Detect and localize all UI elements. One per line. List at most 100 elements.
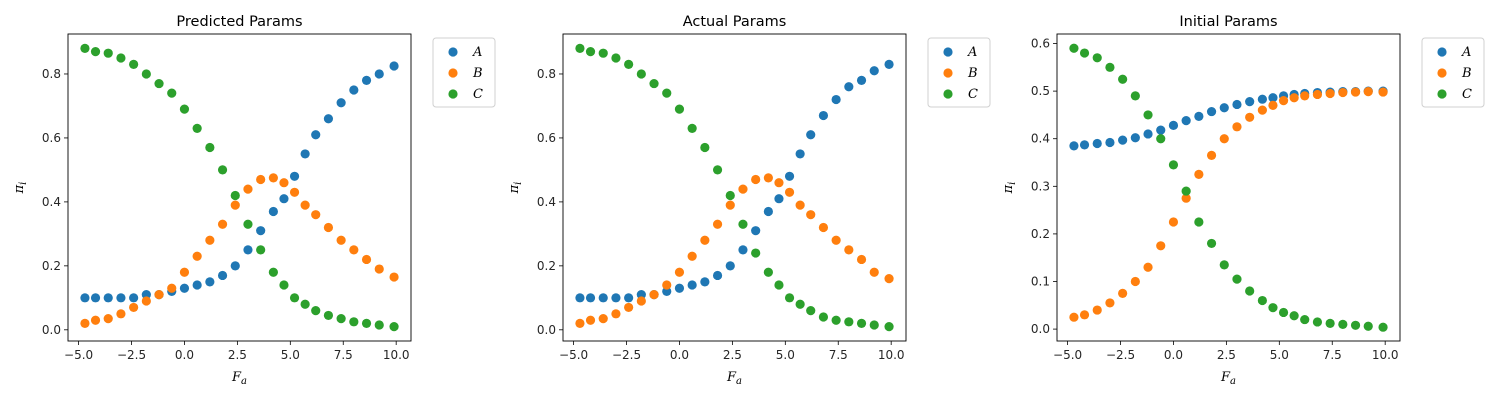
point-A <box>831 94 841 105</box>
point-C <box>167 88 177 98</box>
point-B <box>624 302 634 313</box>
y-tick-label: 0.6 <box>537 131 556 145</box>
chart-title: Predicted Params <box>176 14 302 30</box>
y-axis-label: πi <box>12 182 29 195</box>
legend-label: C <box>968 87 978 102</box>
x-tick-label: 10.0 <box>1372 348 1399 362</box>
x-tick-label: 7.5 <box>1323 348 1342 362</box>
x-tick-label: 7.5 <box>829 348 848 362</box>
point-B <box>795 200 805 210</box>
point-C <box>289 293 300 303</box>
legend-marker <box>943 68 953 78</box>
legend-marker <box>943 89 953 99</box>
x-axis-label: Fa <box>726 370 742 387</box>
point-B <box>1312 89 1323 100</box>
plot-frame <box>1056 33 1401 342</box>
point-B <box>575 318 585 329</box>
point-A <box>712 270 723 281</box>
point-A <box>674 283 685 293</box>
point-C <box>1245 286 1255 296</box>
point-C <box>243 219 253 229</box>
point-B <box>585 315 596 325</box>
point-B <box>1278 96 1289 106</box>
point-C <box>869 320 879 330</box>
point-B <box>856 254 867 265</box>
point-C <box>585 46 596 57</box>
point-B <box>349 245 359 255</box>
x-tick-label: −2.5 <box>612 348 641 362</box>
point-A <box>311 130 321 140</box>
x-tick-label: −5.0 <box>1053 348 1082 362</box>
y-tick-label: 0.0 <box>537 323 556 337</box>
point-B <box>700 235 710 245</box>
point-C <box>300 299 310 309</box>
point-C <box>856 318 867 329</box>
point-A <box>1069 141 1079 151</box>
y-tick-label: 0.0 <box>42 323 61 337</box>
point-C <box>1232 274 1242 284</box>
point-A <box>192 280 202 290</box>
point-B <box>884 274 894 284</box>
point-C <box>818 312 829 322</box>
y-tick-label: 0.2 <box>1031 227 1050 241</box>
point-C <box>751 248 761 258</box>
x-tick-label: 0.0 <box>175 348 194 362</box>
point-C <box>205 142 215 153</box>
x-tick-label: 0.0 <box>1164 348 1183 362</box>
point-C <box>192 123 202 133</box>
point-B <box>256 174 266 185</box>
legend-label: B <box>472 66 483 81</box>
legend-marker <box>1437 68 1447 78</box>
chart-title: Initial Params <box>1179 14 1277 30</box>
point-C <box>116 53 126 63</box>
point-B <box>844 245 854 255</box>
point-B <box>1245 112 1255 122</box>
point-A <box>751 226 761 236</box>
point-A <box>611 293 621 303</box>
point-B <box>154 290 164 300</box>
point-B <box>103 314 113 324</box>
point-B <box>1219 134 1229 144</box>
point-A <box>103 293 113 303</box>
point-C <box>1289 311 1299 321</box>
point-A <box>774 194 784 204</box>
y-axis-label: πi <box>507 182 524 195</box>
point-C <box>154 78 164 89</box>
point-C <box>268 267 278 277</box>
point-A <box>374 69 384 79</box>
point-C <box>763 267 773 277</box>
point-B <box>336 235 346 245</box>
legend-marker <box>448 68 458 78</box>
point-B <box>1232 122 1242 132</box>
point-C <box>361 318 372 329</box>
point-C <box>90 46 101 57</box>
point-C <box>1257 295 1267 306</box>
point-A <box>662 286 672 297</box>
point-A <box>1168 120 1179 130</box>
point-B <box>869 267 879 277</box>
chart-panel-2: Actual Params −5.0 −2.5 0.0 2.5 5.0 7.5 10.0 0.0… <box>507 14 991 387</box>
y-tick-label: 0.2 <box>537 259 556 273</box>
y-tick-label: 0.1 <box>1031 275 1050 289</box>
point-A <box>279 194 289 204</box>
point-C <box>141 69 151 79</box>
point-A <box>585 293 596 303</box>
point-B <box>1363 86 1373 97</box>
point-C <box>389 322 399 332</box>
point-B <box>774 178 784 188</box>
point-A <box>129 293 139 303</box>
point-A <box>738 245 748 255</box>
point-A <box>700 277 710 287</box>
point-C <box>844 317 854 327</box>
point-B <box>611 309 621 319</box>
point-A <box>575 293 585 303</box>
point-B <box>598 314 608 324</box>
point-A <box>624 293 634 303</box>
point-C <box>279 280 289 290</box>
point-C <box>1363 321 1373 331</box>
x-tick-label: 2.5 <box>228 348 247 362</box>
point-C <box>1143 110 1153 120</box>
point-B <box>1168 217 1179 227</box>
point-A <box>687 280 697 290</box>
